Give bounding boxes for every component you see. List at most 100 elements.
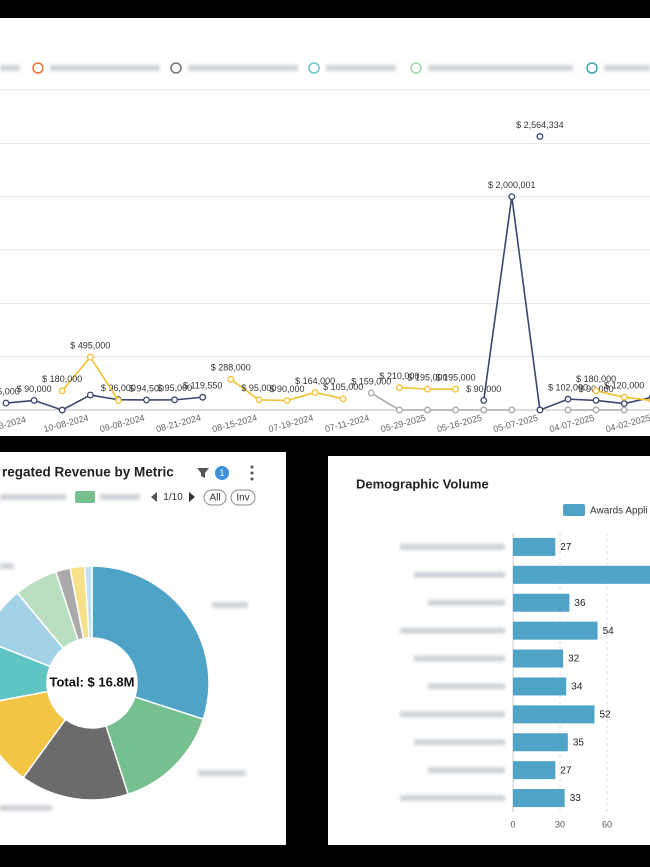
- point: [508, 406, 516, 414]
- data-label: $ 195,000: [407, 373, 447, 383]
- data-label: 33: [570, 793, 582, 804]
- data-label: $ 159,000: [351, 376, 391, 386]
- point: [452, 406, 460, 414]
- all-button[interactable]: [203, 489, 227, 506]
- bar: [513, 565, 650, 584]
- point: [395, 384, 403, 392]
- point: [58, 387, 66, 395]
- point: [367, 389, 375, 397]
- data-label: $ 210,000: [379, 371, 419, 381]
- bar: [513, 789, 565, 808]
- data-label: 36: [574, 598, 586, 609]
- data-label: $ 105,000: [323, 382, 363, 392]
- bar-panel: [328, 456, 650, 845]
- pie-center-label: Total: $ 16.8M: [49, 674, 134, 689]
- bar: [513, 677, 567, 696]
- x-tick-label: 30: [555, 819, 565, 829]
- category-label-blurred: [428, 599, 505, 606]
- line-legend: [0, 62, 650, 74]
- pie-title: regated Revenue by Metric: [2, 465, 174, 480]
- x-tick-label: 0: [510, 819, 515, 829]
- data-label: $ 90,000: [17, 384, 52, 394]
- bar-title: Demographic Volume: [356, 476, 489, 491]
- pie-slice: [91, 565, 210, 721]
- data-label: $ 119,550: [183, 381, 222, 391]
- legend-chip: [75, 491, 95, 503]
- filter-badge: [215, 466, 229, 480]
- point: [86, 353, 94, 361]
- point: [424, 406, 431, 414]
- data-label: $ 495,000: [70, 341, 110, 351]
- data-label: $ 102,000: [548, 382, 588, 392]
- point: [536, 133, 544, 140]
- line-panel: [0, 18, 650, 436]
- legend-swatch: [563, 504, 585, 516]
- point: [452, 385, 460, 393]
- bar: [513, 537, 556, 556]
- data-label: 35: [573, 737, 585, 748]
- data-label: $ 120,000: [604, 381, 644, 391]
- legend-label: Awards Appli: [590, 506, 648, 517]
- inv-button[interactable]: [230, 489, 256, 506]
- point: [283, 396, 291, 404]
- point: [480, 406, 488, 414]
- data-label: $ 90,000: [466, 384, 501, 394]
- data-label: 54: [603, 626, 615, 637]
- point: [592, 396, 600, 404]
- point: [620, 406, 628, 414]
- point: [395, 406, 403, 414]
- filter-count: 1: [219, 468, 224, 478]
- category-label-blurred: [414, 571, 505, 578]
- bar: [513, 733, 568, 752]
- filter-icon[interactable]: [197, 468, 209, 478]
- point: [86, 391, 94, 399]
- pie-chart: regated Revenue by Metric 1 1/10 All Inv…: [0, 465, 256, 811]
- point: [114, 396, 122, 404]
- menu-dots[interactable]: [250, 465, 254, 481]
- data-label: $ 164,000: [295, 376, 335, 386]
- data-label: 52: [599, 709, 611, 720]
- bar: [513, 705, 595, 724]
- bar: [513, 649, 564, 668]
- category-label-blurred: [414, 739, 505, 746]
- point: [424, 385, 431, 393]
- point: [592, 387, 600, 395]
- point: [255, 396, 263, 404]
- point: [143, 396, 150, 404]
- point: [564, 395, 572, 403]
- point: [227, 375, 235, 383]
- pie-slice: [83, 565, 93, 639]
- category-label-blurred: [400, 711, 505, 718]
- point: [620, 400, 628, 408]
- data-label: $ 180,000: [42, 374, 82, 384]
- point: [58, 406, 66, 414]
- data-label: 27: [560, 542, 572, 553]
- point: [620, 393, 628, 401]
- data-label: $ 90,000: [269, 384, 304, 394]
- data-label: $ 95,000: [157, 383, 192, 393]
- bar: [513, 621, 598, 640]
- data-label: 32: [568, 654, 580, 665]
- category-label-blurred: [400, 795, 505, 802]
- pie-slice: [104, 695, 205, 796]
- prev-page[interactable]: [151, 492, 157, 502]
- all-label: All: [209, 493, 220, 504]
- point: [339, 395, 347, 403]
- next-page[interactable]: [189, 492, 195, 502]
- point: [480, 396, 488, 404]
- data-label: $ 195,000: [436, 373, 476, 383]
- point: [508, 193, 516, 201]
- point: [536, 406, 544, 414]
- point: [564, 406, 572, 414]
- bar: [513, 593, 570, 612]
- point: [311, 389, 319, 396]
- page-indicator: 1/10: [163, 492, 183, 503]
- data-label: $ 95,000: [241, 383, 276, 393]
- category-label-blurred: [414, 655, 505, 662]
- category-label-blurred: [428, 767, 505, 774]
- point: [2, 399, 10, 407]
- data-label: $ 94,500: [129, 383, 164, 393]
- point: [592, 406, 600, 414]
